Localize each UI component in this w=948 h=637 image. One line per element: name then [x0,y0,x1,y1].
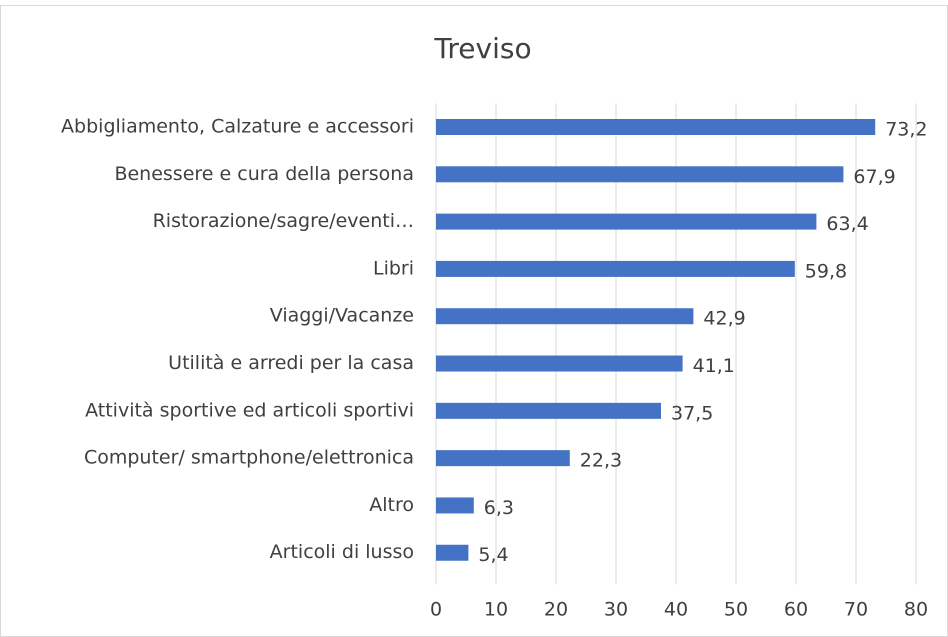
data-label: 5,4 [478,544,508,566]
bar [436,402,661,419]
bar [436,119,876,136]
y-tick-label: Altro [369,494,414,516]
bar [436,308,694,325]
data-label: 67,9 [853,166,895,188]
y-tick-label: Articoli di lusso [270,541,414,563]
y-tick-label: Utilità e arredi per la casa [168,352,414,374]
x-tick-label: 40 [664,599,688,621]
x-tick-label: 70 [844,599,868,621]
y-tick-label: Ristorazione/sagre/eventi… [153,210,414,232]
x-tick-label: 0 [430,599,442,621]
data-label: 73,2 [885,119,927,141]
y-tick-label: Libri [373,257,414,279]
bar [436,213,817,230]
data-label: 6,3 [484,497,514,519]
x-tick-label: 80 [904,599,928,621]
y-tick-label: Computer/ smartphone/elettronica [84,447,414,469]
y-tick-label: Attività sportive ed articoli sportivi [85,399,414,421]
chart-title: Treviso [433,32,531,65]
x-tick-label: 30 [604,599,628,621]
bar [436,450,570,467]
data-label: 63,4 [826,213,868,235]
x-tick-label: 50 [724,599,748,621]
x-tick-label: 60 [784,599,808,621]
bar [436,166,844,183]
data-label: 37,5 [671,402,713,424]
data-label: 41,1 [693,355,735,377]
y-tick-label: Viaggi/Vacanze [270,305,414,327]
data-label: 22,3 [580,450,622,472]
y-tick-label: Abbigliamento, Calzature e accessori [61,116,414,138]
bar [436,260,795,277]
bar [436,544,469,561]
data-label: 59,8 [805,260,847,282]
y-tick-label: Benessere e cura della persona [114,163,414,185]
bar [436,497,474,514]
x-tick-label: 10 [484,599,508,621]
bar [436,355,683,372]
data-label: 42,9 [703,308,745,330]
x-tick-label: 20 [544,599,568,621]
